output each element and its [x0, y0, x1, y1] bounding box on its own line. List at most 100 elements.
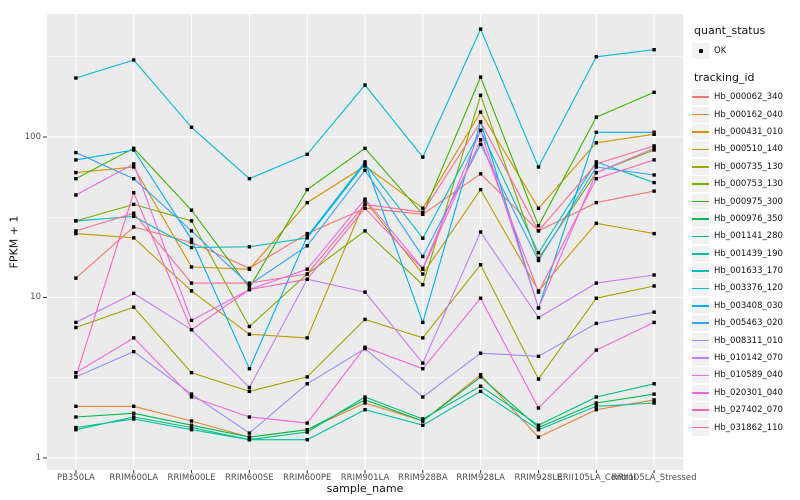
- legend-item-label: Hb_008311_010: [714, 335, 783, 346]
- legend-color-line-icon: [692, 165, 709, 168]
- legend-item-Hb_003408_030: Hb_003408_030: [692, 297, 799, 314]
- legend-key-box: [692, 193, 709, 210]
- legend-color-line-icon: [692, 200, 709, 203]
- x-tick-label: RRII105LA_Control: [556, 473, 636, 483]
- legend-key-box: [692, 106, 709, 123]
- legend-item-label: OK: [714, 45, 727, 56]
- legend-key-box: [692, 315, 709, 332]
- x-tick-label: RRIM901LA: [340, 473, 390, 483]
- legend-color-line-icon: [692, 96, 709, 98]
- legend-color-line-icon: [692, 339, 709, 342]
- legend-panel: quant_status OK tracking_id Hb_000062_34…: [692, 24, 799, 437]
- legend-item-label: Hb_020301_040: [714, 387, 783, 398]
- legend-key-box: [692, 158, 709, 175]
- legend-item-label: Hb_001141_280: [714, 231, 783, 242]
- legend-item-label: Hb_027402_070: [714, 405, 783, 416]
- legend-item-Hb_000735_130: Hb_000735_130: [692, 158, 799, 175]
- x-tick-label: PB350LA: [56, 473, 95, 483]
- legend-item-Hb_000162_040: Hb_000162_040: [692, 106, 799, 123]
- legend-item-label: Hb_000975_300: [714, 196, 783, 207]
- legend-item-label: Hb_000510_140: [714, 144, 783, 155]
- legend-key-box: [692, 176, 709, 193]
- legend-key-box: [692, 280, 709, 297]
- legend-title-quant-status: quant_status: [694, 24, 766, 37]
- series-points-Hb_000431_010: [74, 110, 656, 271]
- legend-color-line-icon: [692, 357, 709, 359]
- x-axis-title: sample_name: [326, 482, 404, 495]
- legend-color-line-icon: [692, 322, 709, 325]
- legend-item-Hb_001439_190: Hb_001439_190: [692, 245, 799, 262]
- series-points-Hb_001439_190: [74, 389, 656, 442]
- legend-color-line-icon: [692, 305, 709, 307]
- legend-item-label: Hb_000735_130: [714, 161, 783, 172]
- x-tick-label: RRIM600PE: [282, 473, 332, 483]
- y-axis-title: FPKM + 1: [7, 215, 21, 269]
- x-tick-label: RRII105LA_Stressed: [611, 473, 697, 483]
- tracking-id-legend-items: Hb_000062_340 Hb_000162_040 Hb_000431_010 H…: [692, 89, 799, 436]
- legend-color-line-icon: [692, 218, 709, 220]
- legend-color-line-icon: [692, 148, 709, 151]
- series-points-Hb_000975_300: [74, 75, 656, 290]
- legend-item-Hb_001141_280: Hb_001141_280: [692, 228, 799, 245]
- ok-point-icon: [698, 48, 703, 53]
- legend-title-tracking-id: tracking_id: [694, 71, 755, 84]
- legend-item-ok: OK: [692, 42, 799, 59]
- legend-key-box: [692, 210, 709, 227]
- legend-item-label: Hb_010589_040: [714, 370, 783, 381]
- legend-item-label: Hb_003376_120: [714, 283, 783, 294]
- legend-item-Hb_020301_040: Hb_020301_040: [692, 384, 799, 401]
- legend-color-line-icon: [692, 287, 709, 290]
- legend-item-label: Hb_005463_020: [714, 318, 783, 329]
- series-points-Hb_001141_280: [74, 382, 656, 442]
- legend-item-Hb_000062_340: Hb_000062_340: [692, 89, 799, 106]
- y-tick-label: 100: [24, 131, 41, 142]
- legend-key-box: [692, 42, 709, 59]
- legend-item-Hb_003376_120: Hb_003376_120: [692, 280, 799, 297]
- legend-item-Hb_000753_130: Hb_000753_130: [692, 176, 799, 193]
- x-tick-label: RRIM600LA: [109, 473, 159, 483]
- legend-key-box: [692, 419, 709, 436]
- x-tick-label: RRIM600SE: [225, 473, 274, 483]
- legend-key-box: [692, 263, 709, 280]
- legend-item-Hb_005463_020: Hb_005463_020: [692, 315, 799, 332]
- legend-key-box: [692, 141, 709, 158]
- legend-key-box: [692, 245, 709, 262]
- legend-item-Hb_027402_070: Hb_027402_070: [692, 402, 799, 419]
- legend-key-box: [692, 367, 709, 384]
- legend-color-line-icon: [692, 409, 709, 412]
- legend-item-label: Hb_031862_110: [714, 422, 783, 433]
- x-tick-label: RRIM928BA: [398, 473, 448, 483]
- legend-key-box: [692, 89, 709, 106]
- legend-item-Hb_000510_140: Hb_000510_140: [692, 141, 799, 158]
- legend-item-Hb_000976_350: Hb_000976_350: [692, 210, 799, 227]
- legend-color-line-icon: [692, 392, 709, 394]
- legend-color-line-icon: [692, 183, 709, 185]
- legend-item-label: Hb_001439_190: [714, 248, 783, 259]
- legend-key-box: [692, 297, 709, 314]
- legend-color-line-icon: [692, 374, 709, 377]
- legend-item-Hb_000431_010: Hb_000431_010: [692, 123, 799, 140]
- legend-key-box: [692, 123, 709, 140]
- legend-item-label: Hb_000062_340: [714, 92, 783, 103]
- legend-item-label: Hb_000431_010: [714, 126, 783, 137]
- legend-color-line-icon: [692, 131, 709, 133]
- legend-item-Hb_031862_110: Hb_031862_110: [692, 419, 799, 436]
- series-points-Hb_000735_130: [74, 263, 656, 394]
- legend-item-label: Hb_000753_130: [714, 179, 783, 190]
- y-tick-label: 1: [35, 452, 41, 463]
- series-points-Hb_031862_110: [74, 120, 656, 285]
- legend-item-label: Hb_000162_040: [714, 109, 783, 120]
- legend-item-Hb_000975_300: Hb_000975_300: [692, 193, 799, 210]
- legend-item-Hb_008311_010: Hb_008311_010: [692, 332, 799, 349]
- legend-item-Hb_010142_070: Hb_010142_070: [692, 350, 799, 367]
- series-points-Hb_020301_040: [74, 296, 656, 425]
- legend-key-box: [692, 402, 709, 419]
- x-tick-label: RRIM928LA: [456, 473, 505, 483]
- y-tick-label: 10: [30, 292, 41, 302]
- series-points-Hb_003376_120: [74, 27, 656, 181]
- legend-key-box: [692, 332, 709, 349]
- legend-item-label: Hb_003408_030: [714, 300, 783, 311]
- legend-color-line-icon: [692, 113, 709, 116]
